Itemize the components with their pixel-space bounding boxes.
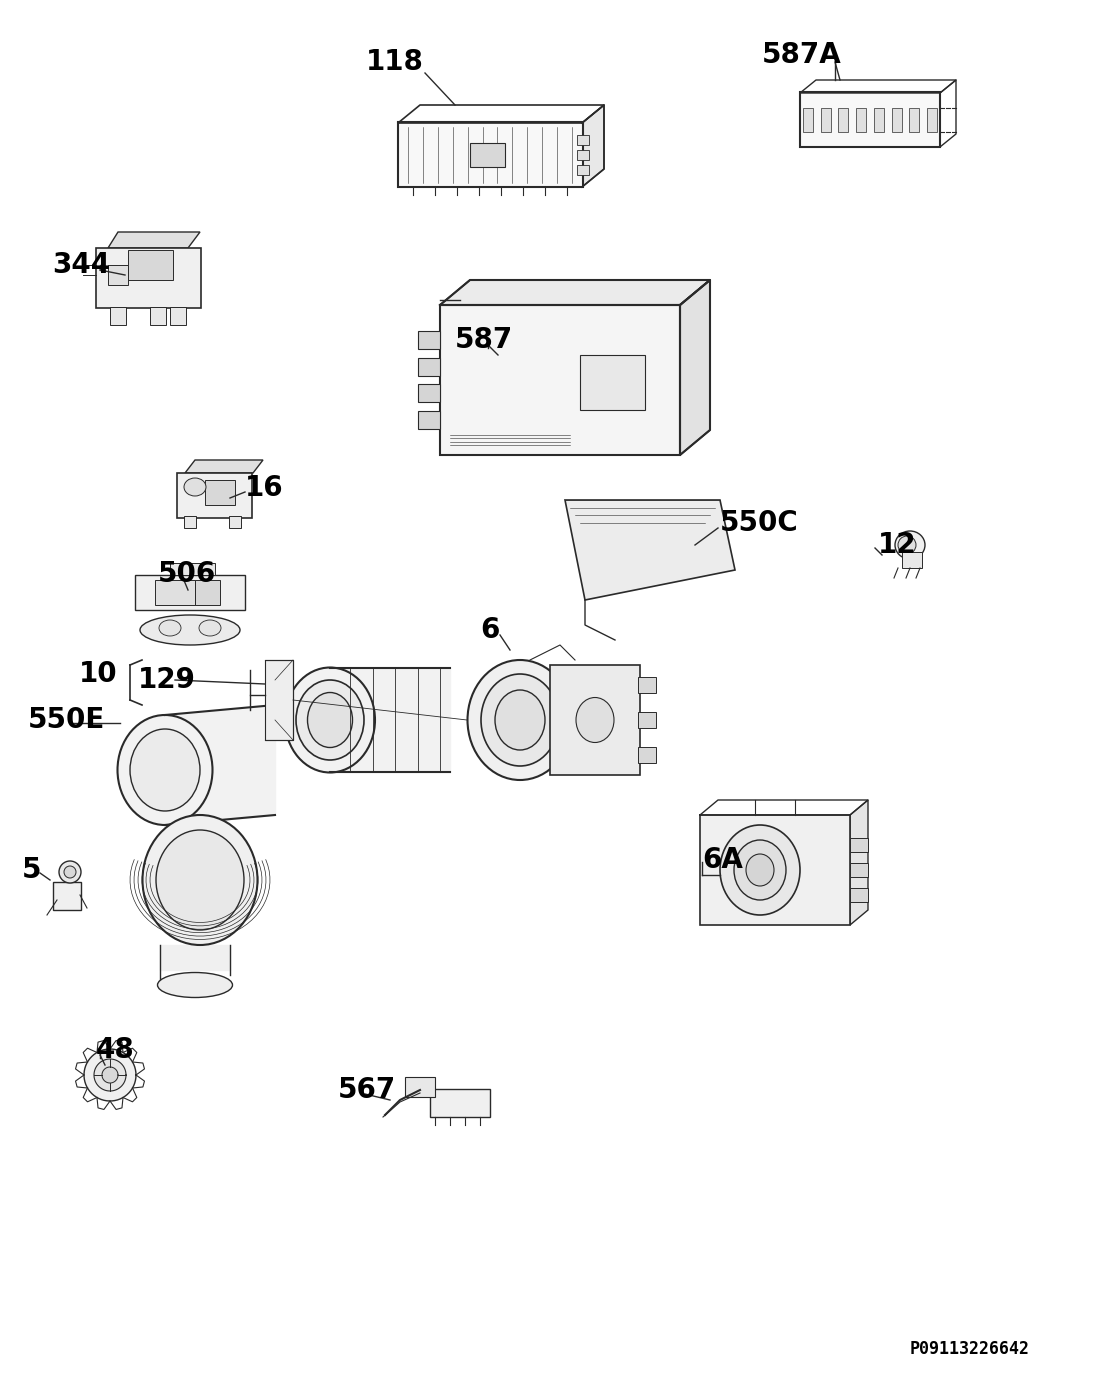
Text: 567: 567 bbox=[338, 1075, 396, 1104]
Text: 550E: 550E bbox=[28, 706, 106, 734]
Bar bbox=[110, 307, 126, 325]
Bar bbox=[53, 882, 81, 911]
Polygon shape bbox=[185, 459, 263, 473]
Bar bbox=[440, 304, 680, 455]
Bar bbox=[418, 411, 440, 429]
Bar bbox=[195, 580, 220, 605]
Bar bbox=[902, 552, 922, 567]
Bar bbox=[96, 248, 201, 309]
Polygon shape bbox=[108, 233, 200, 248]
Ellipse shape bbox=[720, 825, 800, 915]
Bar bbox=[418, 357, 440, 375]
Bar bbox=[177, 473, 252, 518]
Text: P09113226642: P09113226642 bbox=[910, 1340, 1030, 1358]
Bar bbox=[838, 108, 848, 131]
Text: 48: 48 bbox=[96, 1037, 134, 1064]
Bar bbox=[550, 664, 640, 775]
Ellipse shape bbox=[308, 692, 352, 747]
Text: 344: 344 bbox=[52, 251, 110, 280]
Bar bbox=[108, 264, 128, 285]
Bar bbox=[580, 356, 645, 410]
Bar bbox=[265, 660, 293, 740]
Ellipse shape bbox=[296, 680, 364, 760]
Ellipse shape bbox=[895, 531, 925, 559]
Bar bbox=[638, 747, 656, 763]
Text: 6: 6 bbox=[480, 616, 499, 644]
Text: 118: 118 bbox=[366, 48, 424, 76]
Text: 129: 129 bbox=[138, 666, 196, 693]
Bar bbox=[700, 815, 850, 925]
Text: 506: 506 bbox=[158, 561, 217, 588]
Text: 10: 10 bbox=[79, 660, 118, 688]
Ellipse shape bbox=[576, 698, 614, 742]
Bar bbox=[205, 480, 235, 505]
Ellipse shape bbox=[143, 815, 257, 945]
Bar bbox=[170, 563, 214, 574]
Ellipse shape bbox=[184, 477, 206, 495]
Ellipse shape bbox=[118, 716, 212, 825]
Ellipse shape bbox=[746, 854, 774, 886]
Ellipse shape bbox=[495, 691, 544, 750]
Bar bbox=[229, 516, 241, 529]
Polygon shape bbox=[94, 1059, 126, 1091]
Polygon shape bbox=[102, 1067, 118, 1084]
Bar bbox=[856, 108, 866, 131]
Text: 587A: 587A bbox=[762, 42, 842, 69]
Ellipse shape bbox=[157, 973, 232, 998]
Text: 550C: 550C bbox=[720, 509, 799, 537]
Bar bbox=[927, 108, 937, 131]
Polygon shape bbox=[680, 280, 710, 455]
Bar bbox=[803, 108, 813, 131]
Bar bbox=[910, 108, 920, 131]
Bar bbox=[873, 108, 884, 131]
Ellipse shape bbox=[199, 620, 221, 637]
Bar bbox=[850, 837, 868, 853]
Text: 16: 16 bbox=[245, 473, 284, 502]
Ellipse shape bbox=[285, 667, 375, 772]
Ellipse shape bbox=[468, 660, 572, 781]
Bar bbox=[155, 580, 195, 605]
Bar bbox=[578, 149, 588, 161]
Bar bbox=[150, 307, 166, 325]
Bar bbox=[850, 864, 868, 877]
Bar bbox=[638, 677, 656, 693]
Text: 12: 12 bbox=[878, 531, 916, 559]
Polygon shape bbox=[850, 800, 868, 925]
Ellipse shape bbox=[59, 861, 81, 883]
Ellipse shape bbox=[481, 674, 559, 765]
Ellipse shape bbox=[130, 729, 200, 811]
Ellipse shape bbox=[64, 866, 76, 877]
Text: 6A: 6A bbox=[702, 846, 743, 875]
Bar bbox=[578, 136, 588, 145]
Ellipse shape bbox=[156, 830, 244, 930]
Ellipse shape bbox=[160, 620, 182, 637]
Bar bbox=[418, 331, 440, 349]
Ellipse shape bbox=[898, 536, 916, 554]
Text: 5: 5 bbox=[22, 855, 42, 884]
Bar bbox=[892, 108, 902, 131]
Text: 587: 587 bbox=[455, 327, 514, 354]
Bar bbox=[430, 1089, 490, 1117]
Bar bbox=[578, 165, 588, 174]
Bar bbox=[128, 251, 173, 280]
Bar bbox=[821, 108, 830, 131]
Bar bbox=[638, 711, 656, 728]
Bar bbox=[184, 516, 196, 529]
Bar bbox=[170, 307, 186, 325]
Polygon shape bbox=[84, 1049, 136, 1102]
Ellipse shape bbox=[734, 840, 786, 900]
Bar bbox=[398, 122, 583, 187]
Bar bbox=[405, 1077, 435, 1098]
Bar bbox=[135, 574, 245, 610]
Bar bbox=[800, 91, 940, 147]
Bar bbox=[418, 385, 440, 403]
Ellipse shape bbox=[140, 614, 240, 645]
Bar bbox=[850, 889, 868, 902]
Bar bbox=[470, 143, 505, 167]
Polygon shape bbox=[582, 105, 604, 187]
Polygon shape bbox=[565, 500, 735, 601]
Polygon shape bbox=[440, 280, 710, 304]
